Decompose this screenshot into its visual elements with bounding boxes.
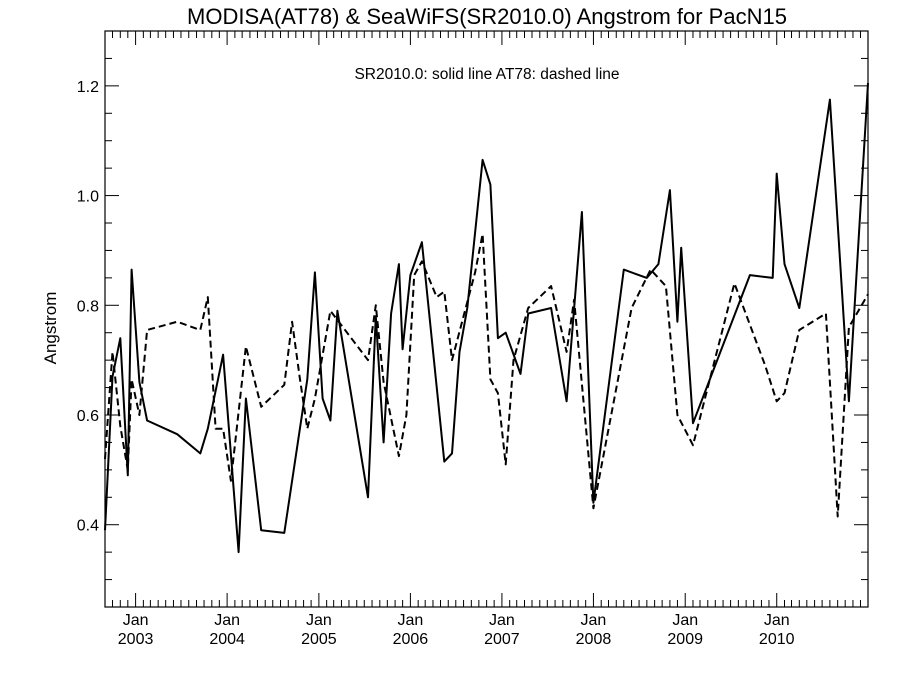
x-axis-ticks: Jan 2003 Jan 2004 Jan 2005 Jan 2006 Jan 2007 Jan 20… [112, 31, 861, 648]
x-tick-label-month: Jan [306, 612, 332, 629]
y-tick-label: 1.2 [77, 79, 99, 96]
x-tick-label-month: Jan [672, 612, 698, 629]
x-tick-label-month: Jan [123, 612, 149, 629]
line-style-legend-note: SR2010.0: solid line AT78: dashed line [354, 66, 619, 83]
series-layer [104, 83, 869, 554]
y-tick-label: 0.4 [77, 518, 99, 535]
x-tick-label-year: 2005 [301, 631, 337, 648]
y-axis-label: Angstrom [41, 292, 60, 365]
x-tick-label-year: 2008 [576, 631, 612, 648]
x-tick-label-month: Jan [398, 612, 424, 629]
x-tick-label-month: Jan [489, 612, 515, 629]
x-tick-label-year: 2006 [393, 631, 429, 648]
x-tick-label-year: 2004 [209, 631, 245, 648]
x-tick-label-year: 2009 [667, 631, 703, 648]
series-line-at78 [104, 233, 869, 518]
series-line-sr2010-0 [104, 83, 869, 554]
x-tick-label-year: 2007 [484, 631, 520, 648]
x-tick-label-year: 2010 [759, 631, 795, 648]
x-tick-label-month: Jan [214, 612, 240, 629]
x-tick-label-year: 2003 [118, 631, 154, 648]
chart-title: MODISA(AT78) & SeaWiFS(SR2010.0) Angstro… [187, 4, 787, 29]
y-axis-ticks: 0.4 0.6 0.8 1.0 1.2 [77, 57, 868, 581]
y-tick-label: 1.0 [77, 189, 99, 206]
x-tick-label-month: Jan [581, 612, 607, 629]
y-tick-label: 0.6 [77, 408, 99, 425]
x-tick-label-month: Jan [764, 612, 790, 629]
y-tick-label: 0.8 [77, 298, 99, 315]
